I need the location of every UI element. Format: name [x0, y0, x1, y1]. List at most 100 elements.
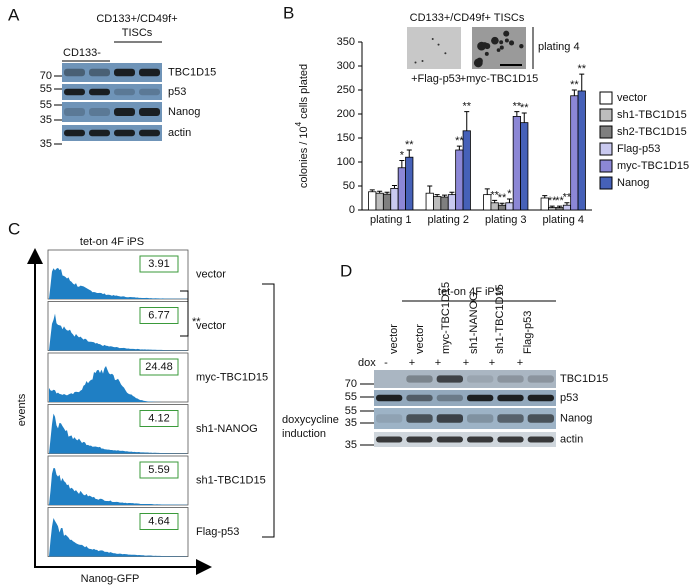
histogram — [49, 366, 187, 402]
bar — [555, 207, 564, 211]
value-box — [139, 410, 179, 427]
blot-bg — [62, 84, 162, 100]
colony — [437, 43, 440, 46]
band — [139, 68, 160, 77]
band — [527, 394, 554, 402]
group-label: TISCs — [122, 27, 153, 39]
band — [114, 68, 135, 77]
sign: + — [435, 357, 441, 369]
band — [436, 375, 463, 383]
y-tick-label: 50 — [343, 180, 355, 192]
bar — [425, 192, 434, 211]
y-axis-label: colonies / 104 cells plated — [294, 64, 310, 188]
sig-bracket — [180, 290, 189, 337]
inset-label: +Flag-p53 — [411, 73, 461, 85]
panel-letter: A — [8, 5, 20, 24]
bar — [368, 191, 377, 211]
band — [139, 108, 160, 116]
row-label: myc-TBC1D15 — [196, 371, 268, 383]
significance: ** — [455, 135, 464, 147]
group-label: CD133- — [63, 47, 101, 59]
band — [467, 375, 494, 383]
x-tick-label: plating 2 — [427, 214, 469, 226]
colony — [491, 36, 499, 45]
marker-label: 55 — [345, 391, 357, 403]
bar — [577, 90, 586, 211]
value-label: 24.48 — [145, 361, 173, 373]
band — [467, 394, 494, 402]
band — [527, 375, 554, 383]
band — [467, 436, 494, 443]
error-bar — [579, 73, 585, 91]
bar — [447, 194, 457, 211]
error-bar — [557, 205, 563, 208]
bar — [440, 196, 449, 211]
value-box — [139, 255, 179, 273]
blot-bg — [62, 63, 162, 82]
y-tick-label: 200 — [337, 108, 355, 120]
band — [467, 414, 494, 423]
y-label-part: cells plated — [298, 64, 310, 122]
histogram — [49, 413, 187, 454]
colony — [503, 30, 510, 37]
error-bar — [492, 199, 498, 203]
band — [64, 108, 85, 116]
colony — [496, 48, 501, 52]
legend-label: vector — [617, 92, 647, 104]
legend-swatch — [599, 142, 613, 156]
error-bar — [506, 198, 512, 203]
marker-label: 55 — [40, 83, 52, 95]
legend-swatch — [599, 125, 613, 139]
histogram — [49, 467, 187, 505]
significance: ** — [462, 101, 471, 113]
inset-label: +myc-TBC1D15 — [460, 73, 539, 85]
error-bar — [564, 202, 570, 206]
error-bar — [571, 89, 577, 96]
error-bar — [427, 185, 433, 194]
band — [64, 88, 85, 96]
error-bar — [391, 185, 397, 189]
x-axis-label: Nanog-GFP — [81, 573, 140, 585]
x-tick-label: plating 4 — [542, 214, 584, 226]
colony — [504, 38, 509, 43]
value-label: 3.91 — [148, 258, 169, 270]
colony — [414, 61, 417, 64]
band — [527, 414, 554, 423]
bar — [548, 207, 557, 211]
y-tick-label: 0 — [349, 204, 355, 216]
band — [114, 129, 135, 137]
band — [139, 129, 160, 137]
histogram — [49, 517, 187, 557]
blot-label: TBC1D15 — [560, 373, 608, 385]
band — [436, 414, 463, 423]
blot-label: Nanog — [168, 106, 200, 118]
band — [406, 394, 433, 402]
dox-bracket — [262, 283, 275, 538]
row-label: Flag-p53 — [196, 526, 239, 538]
blot-label: Nanog — [560, 412, 592, 424]
y-tick-label: 300 — [337, 60, 355, 72]
significance: ** — [570, 79, 579, 91]
colony — [499, 45, 504, 50]
x-tick-label: plating 1 — [370, 214, 412, 226]
bar — [497, 204, 507, 211]
y-label-part: 4 — [294, 121, 303, 126]
panel-title: tet-on 4F iPS — [80, 236, 144, 248]
bar — [390, 187, 399, 211]
band — [64, 129, 85, 137]
band — [114, 88, 135, 96]
legend-swatch — [599, 91, 613, 105]
bar — [520, 122, 529, 211]
group-label: CD133+/CD49f+ — [96, 13, 177, 25]
marker-label: 70 — [345, 378, 357, 390]
lane-label: myc-TBC1D15 — [440, 282, 452, 354]
sign: + — [463, 357, 469, 369]
error-bar — [449, 191, 455, 195]
significance: ** — [192, 316, 201, 328]
panel-letter: C — [8, 219, 20, 238]
error-bar — [464, 111, 470, 131]
error-bar — [549, 205, 555, 208]
error-bar — [384, 191, 390, 195]
band — [89, 68, 110, 77]
legend-label: Flag-p53 — [617, 143, 660, 155]
